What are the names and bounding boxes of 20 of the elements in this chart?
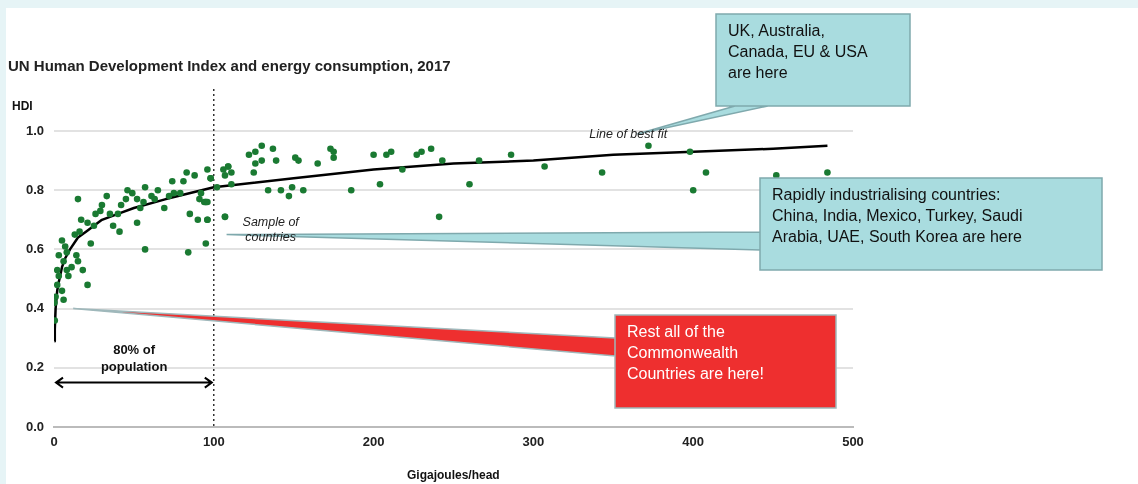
- annotation: 80% of population: [100, 340, 168, 375]
- text: UK, Australia, Canada, EU & USA are here: [728, 21, 868, 83]
- annotation: Rapidly industrialising countries: China, India, Mexico, Turkey, Saudi Arabia, UAE, South Korea are here: [772, 185, 1023, 247]
- x-tick-label: 0: [50, 434, 58, 450]
- y-tick-label: 0.8: [25, 181, 44, 197]
- y-tick-label: 1.0: [25, 122, 44, 138]
- y-tick-label: 0.0: [25, 418, 44, 434]
- series-label: Line of best fit: [589, 127, 668, 143]
- y-tick-label: 0.4: [25, 300, 45, 316]
- y-tick-label: 0.6: [25, 240, 44, 256]
- y-axis-title: HDI: [12, 99, 33, 113]
- x-tick-label: 200: [362, 434, 385, 450]
- chart-title: UN Human Development Index and energy consumption, 2017: [8, 57, 451, 74]
- x-tick-label: 400: [682, 434, 705, 450]
- x-tick-label: 100: [202, 434, 225, 450]
- x-tick-label: 300: [522, 434, 545, 450]
- x-axis-title: Gigajoules/head: [407, 468, 500, 482]
- x-tick-label: 500: [842, 434, 864, 450]
- annotation: Rest all of the Commonwealth Countries are here!: [627, 322, 764, 384]
- y-tick-label: 0.2: [25, 359, 44, 375]
